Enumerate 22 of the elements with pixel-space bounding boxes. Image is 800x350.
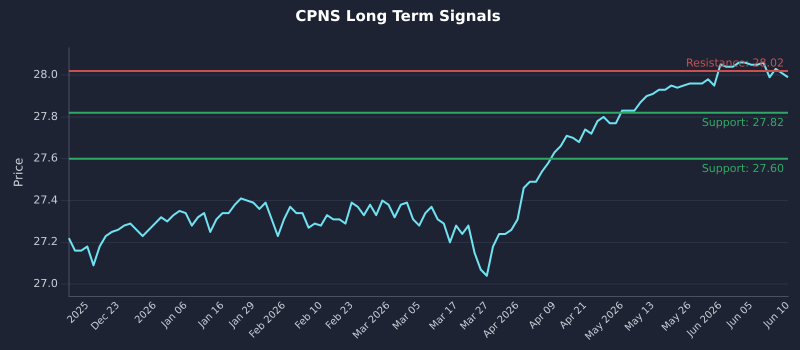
x-tick-label: Mar 05 [390,300,424,332]
ref-line-label: Support: 27.60 [702,162,784,176]
x-tick-label: Jun 05 [724,300,756,331]
chart-title: CPNS Long Term Signals [295,6,501,25]
x-tick-label: Dec 23 [89,300,122,333]
x-tick-label: Mar 17 [428,300,460,332]
y-tick-label: 27.0 [33,276,58,290]
y-tick-label: 27.8 [33,110,58,123]
x-tick-label: Jun 10 [761,300,792,331]
x-tick-label: Apr 09 [527,300,558,332]
x-tick-label: Feb 23 [324,300,356,332]
y-tick-label: 27.4 [33,193,58,206]
y-tick-label: 28.0 [33,68,58,82]
x-tick-label: Jan 16 [196,300,227,331]
y-tick-label: 27.2 [33,235,58,248]
x-tick-label: Apr 21 [558,300,590,332]
ref-line-label: Support: 27.82 [702,116,784,130]
ref-line-label: Resistance: 28.02 [686,56,784,70]
x-tick-label: Jan 06 [158,300,190,331]
y-axis-title: Price [11,158,26,187]
y-tick-label: 27.6 [33,152,58,165]
x-tick-label: Feb 10 [293,300,325,332]
